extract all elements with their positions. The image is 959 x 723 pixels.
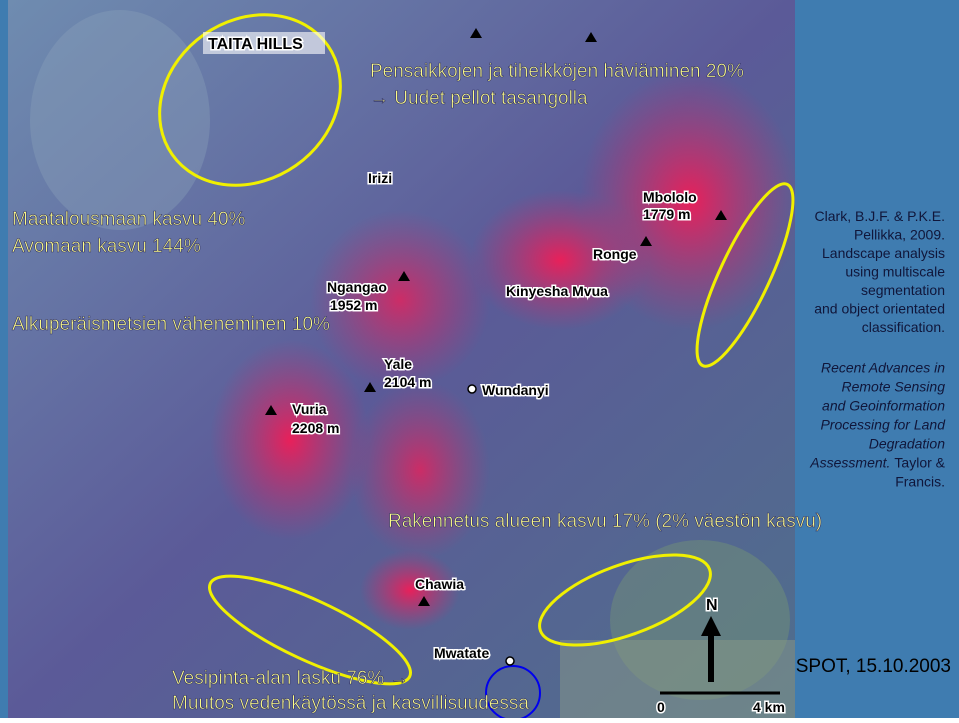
annotation: Maatalousmaan kasvu 40% [12, 209, 246, 230]
place-label: 2208 m [292, 420, 339, 436]
book-line: Recent Advances in [821, 360, 945, 376]
peak-markers [265, 28, 727, 606]
town-marker [505, 656, 515, 666]
book-title-end: Assessment. [809, 455, 890, 471]
place-label: Irizi [368, 170, 392, 186]
north-arrow [701, 616, 721, 682]
place-label: 1779 m [643, 206, 690, 222]
citation: Clark, B.J.F. & P.K.E. Pellikka, 2009. Lan… [809, 208, 946, 490]
label-box [203, 32, 325, 54]
publisher: Taylor & [894, 455, 945, 471]
annotation: Vesipinta-alan lasku 76% → [172, 668, 409, 689]
citation-line: classification. [862, 319, 945, 335]
citation-line: using multiscale [845, 264, 945, 280]
annotation: Rakennetus alueen kasvu 17% (2% väestön … [388, 511, 822, 532]
place-label: 2104 m [384, 374, 431, 390]
place-label: Wundanyi [482, 382, 549, 398]
satellite-image [8, 0, 800, 718]
region-label: TAITA HILLS [208, 36, 303, 53]
book-line: Degradation [869, 436, 945, 452]
citation-line: Landscape analysis [822, 245, 945, 261]
place-label: Vuria [292, 401, 327, 417]
citation-line: Clark, B.J.F. & P.K.E. [815, 208, 945, 224]
image-source: SPOT, 15.10.2003 [796, 656, 951, 677]
publisher: Francis. [895, 474, 945, 490]
place-label: Mbololo [643, 189, 697, 205]
scale-label: 0 [657, 699, 665, 715]
town-marker [467, 384, 477, 394]
annotation: Pensaikkojen ja tiheikköjen häviäminen 2… [370, 61, 744, 82]
annotation: Avomaan kasvu 144% [12, 236, 201, 257]
citation-line: Pellikka, 2009. [854, 227, 945, 243]
north-label: N [706, 597, 718, 614]
citation-line: and object orientated [814, 301, 945, 317]
place-label: Mwatate [434, 645, 489, 661]
annotation: Muutos vedenkäytössä ja kasvillisuudessa [172, 693, 529, 714]
place-label: Chawia [415, 576, 464, 592]
book-line: Remote Sensing [841, 379, 945, 395]
place-label: Kinyesha Mvua [506, 283, 608, 299]
annotation: Alkuperäismetsien väheneminen 10% [12, 314, 330, 335]
book-line: and Geoinformation [822, 398, 945, 414]
place-label: Yale [384, 356, 412, 372]
place-label: Ngangao [327, 279, 387, 295]
book-line: Assessment. Taylor & [809, 455, 945, 471]
annotation: → Uudet pellot tasangolla [370, 88, 588, 109]
place-label: 1952 m [330, 297, 377, 313]
book-line: Processing for Land [820, 417, 946, 433]
place-label: Ronge [593, 246, 637, 262]
citation-line: segmentation [861, 282, 945, 298]
scale-label: 4 km [753, 699, 785, 715]
